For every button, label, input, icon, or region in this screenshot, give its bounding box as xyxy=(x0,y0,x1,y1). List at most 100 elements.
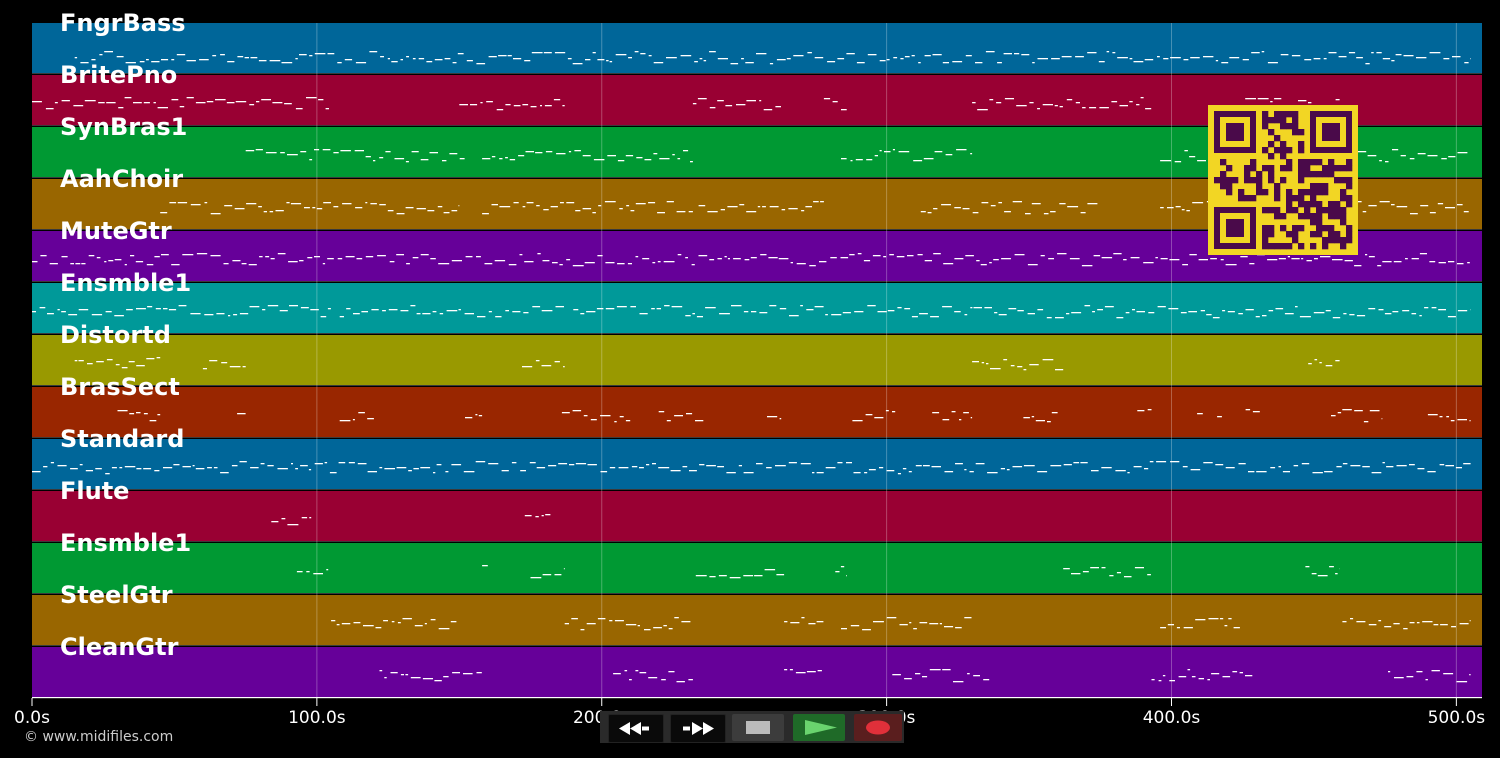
note-mark xyxy=(730,63,739,65)
note-mark xyxy=(426,61,433,63)
note-mark xyxy=(1221,62,1229,64)
note-mark xyxy=(597,255,603,257)
note-mark xyxy=(449,153,458,155)
note-mark xyxy=(1169,680,1175,682)
note-mark xyxy=(727,258,730,260)
note-mark xyxy=(682,466,688,468)
note-mark xyxy=(744,259,750,261)
note-mark xyxy=(234,208,245,210)
note-mark xyxy=(233,314,238,316)
note-mark xyxy=(1210,258,1217,260)
note-mark xyxy=(143,468,152,470)
note-mark xyxy=(596,308,604,310)
note-mark xyxy=(326,569,329,571)
note-mark xyxy=(908,471,912,473)
note-mark xyxy=(1336,466,1342,468)
stop-button[interactable] xyxy=(732,714,784,741)
note-mark xyxy=(355,62,367,64)
note-mark xyxy=(767,416,778,418)
note-mark xyxy=(1270,467,1276,469)
record-button[interactable] xyxy=(854,714,902,741)
track-name-label: AahChoir xyxy=(60,165,183,193)
note-mark xyxy=(177,202,188,204)
note-mark xyxy=(789,315,799,317)
note-mark xyxy=(160,212,168,214)
note-mark xyxy=(507,55,512,57)
note-mark xyxy=(1368,624,1377,626)
note-mark xyxy=(717,100,724,102)
note-mark xyxy=(195,102,206,104)
note-mark xyxy=(367,471,377,473)
note-mark xyxy=(154,256,160,258)
note-mark xyxy=(942,669,951,671)
note-mark xyxy=(411,151,419,153)
play-button[interactable] xyxy=(793,714,845,741)
note-mark xyxy=(1441,158,1447,160)
note-mark xyxy=(1125,312,1130,314)
note-mark xyxy=(835,571,840,573)
note-mark xyxy=(690,161,693,163)
note-mark xyxy=(709,259,715,261)
note-mark xyxy=(410,305,416,307)
note-mark xyxy=(674,415,683,417)
note-mark xyxy=(1314,258,1318,260)
note-mark xyxy=(136,468,142,470)
note-mark xyxy=(457,53,464,55)
note-mark xyxy=(1239,672,1243,674)
note-mark xyxy=(1061,56,1072,58)
note-mark xyxy=(852,420,863,422)
note-mark xyxy=(114,259,122,261)
note-mark xyxy=(776,574,785,576)
note-mark xyxy=(275,210,284,212)
note-mark xyxy=(854,311,864,313)
note-mark xyxy=(757,206,761,208)
note-mark xyxy=(414,625,423,627)
note-mark xyxy=(857,253,862,255)
note-mark xyxy=(837,462,843,464)
note-mark xyxy=(231,465,238,467)
note-mark xyxy=(125,62,136,64)
note-mark xyxy=(1245,409,1251,411)
note-mark xyxy=(1029,364,1039,366)
note-mark xyxy=(1356,621,1366,623)
note-mark xyxy=(1344,260,1353,262)
note-mark xyxy=(458,309,461,311)
track-lane xyxy=(32,387,1482,437)
note-mark xyxy=(1190,469,1201,471)
note-mark xyxy=(430,619,436,621)
note-mark xyxy=(743,311,749,313)
note-mark xyxy=(68,314,78,316)
note-mark xyxy=(1042,359,1054,361)
note-mark xyxy=(904,56,910,58)
note-mark xyxy=(215,99,226,101)
note-mark xyxy=(57,465,67,467)
rewind-button[interactable] xyxy=(608,714,664,743)
fast-forward-button[interactable] xyxy=(670,714,726,743)
note-mark xyxy=(683,150,689,152)
note-mark xyxy=(973,307,982,309)
track-name-label: CleanGtr xyxy=(60,633,179,661)
note-mark xyxy=(269,211,274,213)
note-mark xyxy=(786,58,791,60)
note-mark xyxy=(111,467,117,469)
track-lane xyxy=(32,283,1482,333)
note-mark xyxy=(310,309,319,311)
note-mark xyxy=(751,311,757,313)
note-mark xyxy=(887,310,895,312)
note-mark xyxy=(1424,307,1429,309)
note-mark xyxy=(917,254,923,256)
note-mark xyxy=(663,261,675,263)
note-mark xyxy=(1093,255,1101,257)
copyright-text: © www.midifiles.com xyxy=(24,729,174,745)
note-mark xyxy=(1439,416,1443,418)
note-mark xyxy=(1382,261,1392,263)
note-mark xyxy=(1335,573,1338,575)
note-mark xyxy=(923,158,934,160)
note-mark xyxy=(554,361,560,363)
note-mark xyxy=(1175,206,1181,208)
note-mark xyxy=(1470,58,1471,60)
note-mark xyxy=(361,311,368,313)
note-mark xyxy=(79,464,83,466)
note-mark xyxy=(491,156,496,158)
